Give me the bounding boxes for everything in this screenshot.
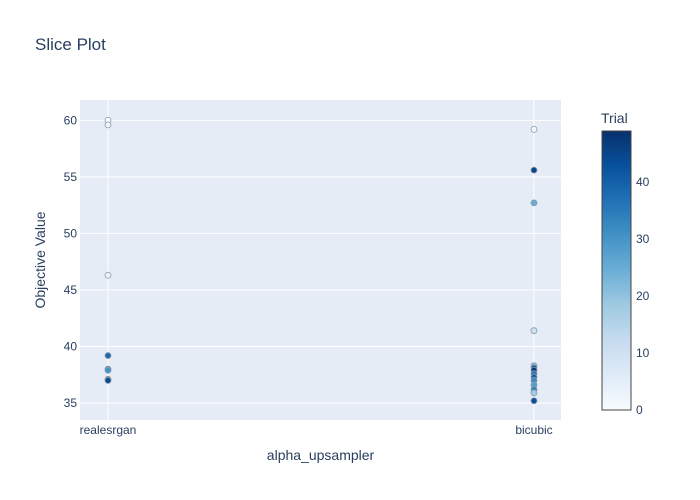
data-point [530, 397, 538, 405]
y-tick-labels: 35 40 45 50 55 60 [64, 113, 78, 410]
data-point [104, 352, 112, 359]
data-point [104, 377, 112, 384]
y-tick-label: 40 [64, 340, 78, 354]
colorbar-tick-labels: 0 10 20 30 40 [636, 175, 650, 417]
colorbar-tick-label: 20 [636, 289, 650, 303]
colorbar-title: Trial [601, 110, 628, 126]
data-point [530, 327, 538, 335]
data-point [104, 121, 112, 129]
x-tick-labels: realesrgan bicubic [80, 423, 553, 437]
y-axis-label: Objective Value [32, 211, 48, 308]
y-tick-label: 55 [64, 170, 78, 184]
y-tick-label: 60 [64, 113, 78, 127]
colorbar-tick-label: 30 [636, 232, 650, 246]
data-points [104, 116, 538, 405]
y-tick-label: 45 [64, 283, 78, 297]
colorbar-tick-label: 0 [636, 403, 643, 417]
colorbar-tick-label: 40 [636, 175, 650, 189]
x-tick-label: realesrgan [80, 423, 137, 437]
data-point [104, 366, 112, 374]
colorbar [601, 130, 632, 411]
colorbar-tick-label: 10 [636, 346, 650, 360]
data-point [104, 271, 112, 279]
data-point [530, 389, 538, 397]
y-tick-label: 50 [64, 226, 78, 240]
chart-title: Slice Plot [35, 35, 106, 54]
plot-area [80, 100, 561, 420]
y-gridlines [80, 119, 561, 404]
data-point [530, 125, 538, 133]
data-point [530, 199, 538, 207]
x-tick-label: bicubic [515, 423, 552, 437]
x-axis-label: alpha_upsampler [267, 447, 375, 463]
data-point [530, 166, 538, 174]
y-tick-label: 35 [64, 396, 78, 410]
